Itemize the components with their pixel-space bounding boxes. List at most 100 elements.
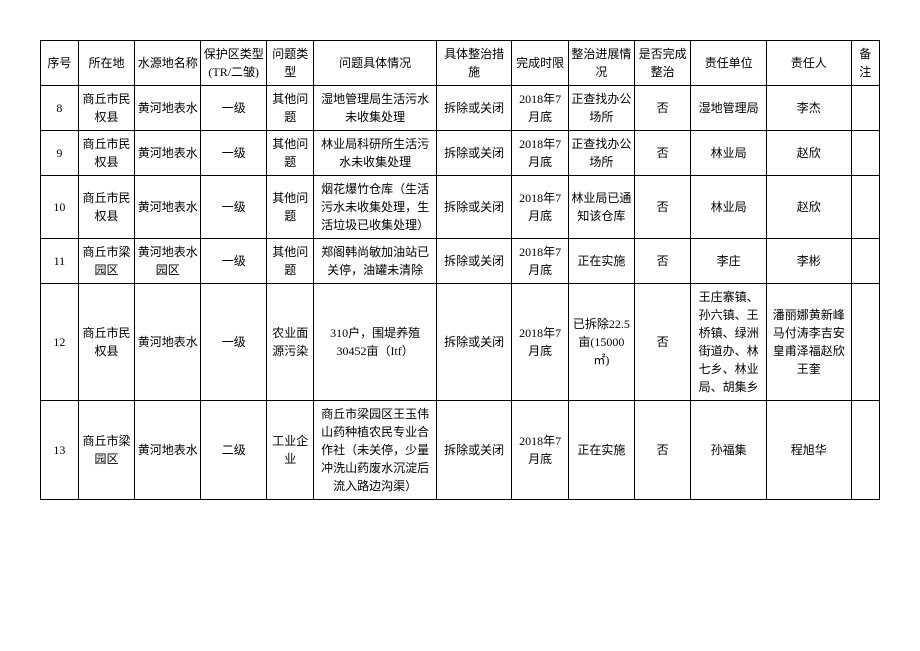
table-body: 8 商丘市民权县 黄河地表水 一级 其他问题 湿地管理局生活污水未收集处理 拆除… <box>41 86 880 500</box>
cell-unit: 孙福集 <box>691 401 766 500</box>
table-row: 8 商丘市民权县 黄河地表水 一级 其他问题 湿地管理局生活污水未收集处理 拆除… <box>41 86 880 131</box>
col-problem-detail: 问题具体情况 <box>314 41 437 86</box>
cell-problem-type: 其他问题 <box>267 239 314 284</box>
table-row: 12 商丘市民权县 黄河地表水 一级 农业面源污染 310户，围堤养殖 3045… <box>41 284 880 401</box>
cell-protect-type: 一级 <box>201 176 267 239</box>
cell-source-name: 黄河地表水 <box>135 284 201 401</box>
cell-person: 赵欣 <box>766 176 851 239</box>
cell-unit: 林业局 <box>691 176 766 239</box>
cell-unit: 李庄 <box>691 239 766 284</box>
cell-unit: 林业局 <box>691 131 766 176</box>
cell-complete: 否 <box>634 176 691 239</box>
cell-protect-type: 一级 <box>201 239 267 284</box>
cell-problem-detail: 湿地管理局生活污水未收集处理 <box>314 86 437 131</box>
col-complete: 是否完成整治 <box>634 41 691 86</box>
cell-deadline: 2018年7月底 <box>512 176 569 239</box>
cell-seq: 10 <box>41 176 79 239</box>
remediation-table: 序号 所在地 水源地名称 保护区类型 (TR/二皱) 问题类型 问题具体情况 具… <box>40 40 880 500</box>
cell-complete: 否 <box>634 401 691 500</box>
cell-note <box>851 284 879 401</box>
cell-person: 潘丽娜黄新峰马付涛李吉安皇甫泽福赵欣王奎 <box>766 284 851 401</box>
col-deadline: 完成时限 <box>512 41 569 86</box>
col-progress: 整治进展情况 <box>568 41 634 86</box>
cell-problem-type: 农业面源污染 <box>267 284 314 401</box>
table-row: 11 商丘市梁园区 黄河地表水园区 一级 其他问题 郑阁韩尚敏加油站已关停，油罐… <box>41 239 880 284</box>
cell-person: 程旭华 <box>766 401 851 500</box>
cell-seq: 11 <box>41 239 79 284</box>
cell-unit: 王庄寨镇、孙六镇、王桥镇、绿洲街道办、林七乡、林业局、胡集乡 <box>691 284 766 401</box>
cell-person: 赵欣 <box>766 131 851 176</box>
cell-problem-type: 其他问题 <box>267 86 314 131</box>
cell-source-name: 黄河地表水园区 <box>135 239 201 284</box>
cell-problem-type: 工业企业 <box>267 401 314 500</box>
cell-problem-type: 其他问题 <box>267 176 314 239</box>
cell-measure: 拆除或关闭 <box>436 176 511 239</box>
cell-protect-type: 一级 <box>201 86 267 131</box>
cell-progress: 已拆除22.5亩(15000㎡) <box>568 284 634 401</box>
cell-measure: 拆除或关闭 <box>436 401 511 500</box>
cell-seq: 9 <box>41 131 79 176</box>
cell-measure: 拆除或关闭 <box>436 86 511 131</box>
cell-deadline: 2018年7月底 <box>512 401 569 500</box>
cell-protect-type: 一级 <box>201 284 267 401</box>
header-row: 序号 所在地 水源地名称 保护区类型 (TR/二皱) 问题类型 问题具体情况 具… <box>41 41 880 86</box>
cell-note <box>851 401 879 500</box>
cell-protect-type: 一级 <box>201 131 267 176</box>
cell-measure: 拆除或关闭 <box>436 284 511 401</box>
cell-progress: 正在实施 <box>568 239 634 284</box>
cell-location: 商丘市民权县 <box>78 86 135 131</box>
cell-note <box>851 176 879 239</box>
col-source-name: 水源地名称 <box>135 41 201 86</box>
cell-note <box>851 86 879 131</box>
cell-note <box>851 239 879 284</box>
cell-deadline: 2018年7月底 <box>512 284 569 401</box>
cell-progress: 正查找办公场所 <box>568 86 634 131</box>
cell-progress: 林业局已通知该仓库 <box>568 176 634 239</box>
cell-source-name: 黄河地表水 <box>135 176 201 239</box>
cell-seq: 12 <box>41 284 79 401</box>
cell-seq: 13 <box>41 401 79 500</box>
col-location: 所在地 <box>78 41 135 86</box>
cell-note <box>851 131 879 176</box>
cell-measure: 拆除或关闭 <box>436 131 511 176</box>
cell-source-name: 黄河地表水 <box>135 401 201 500</box>
cell-problem-type: 其他问题 <box>267 131 314 176</box>
col-unit: 责任单位 <box>691 41 766 86</box>
cell-location: 商丘市民权县 <box>78 284 135 401</box>
col-seq: 序号 <box>41 41 79 86</box>
table-header: 序号 所在地 水源地名称 保护区类型 (TR/二皱) 问题类型 问题具体情况 具… <box>41 41 880 86</box>
table-row: 13 商丘市梁园区 黄河地表水 二级 工业企业 商丘市梁园区王玉伟山药种植农民专… <box>41 401 880 500</box>
cell-problem-detail: 烟花爆竹仓库（生活污水未收集处理，生活垃圾已收集处理） <box>314 176 437 239</box>
col-person: 责任人 <box>766 41 851 86</box>
col-measure: 具体整治措施 <box>436 41 511 86</box>
col-problem-type: 问题类型 <box>267 41 314 86</box>
cell-complete: 否 <box>634 239 691 284</box>
table-row: 10 商丘市民权县 黄河地表水 一级 其他问题 烟花爆竹仓库（生活污水未收集处理… <box>41 176 880 239</box>
cell-person: 李杰 <box>766 86 851 131</box>
col-note: 备注 <box>851 41 879 86</box>
cell-complete: 否 <box>634 86 691 131</box>
cell-deadline: 2018年7月底 <box>512 131 569 176</box>
cell-progress: 正在实施 <box>568 401 634 500</box>
cell-source-name: 黄河地表水 <box>135 86 201 131</box>
cell-deadline: 2018年7月底 <box>512 239 569 284</box>
cell-seq: 8 <box>41 86 79 131</box>
cell-problem-detail: 商丘市梁园区王玉伟山药种植农民专业合作社（未关停，少量冲洗山药废水沉淀后流入路边… <box>314 401 437 500</box>
cell-location: 商丘市梁园区 <box>78 401 135 500</box>
cell-progress: 正查找办公场所 <box>568 131 634 176</box>
cell-unit: 湿地管理局 <box>691 86 766 131</box>
cell-problem-detail: 郑阁韩尚敏加油站已关停，油罐未清除 <box>314 239 437 284</box>
cell-location: 商丘市民权县 <box>78 131 135 176</box>
cell-deadline: 2018年7月底 <box>512 86 569 131</box>
cell-problem-detail: 310户，围堤养殖 30452亩（Itf） <box>314 284 437 401</box>
cell-protect-type: 二级 <box>201 401 267 500</box>
col-protect-type: 保护区类型 (TR/二皱) <box>201 41 267 86</box>
cell-source-name: 黄河地表水 <box>135 131 201 176</box>
cell-location: 商丘市梁园区 <box>78 239 135 284</box>
cell-person: 李彬 <box>766 239 851 284</box>
table-row: 9 商丘市民权县 黄河地表水 一级 其他问题 林业局科研所生活污水未收集处理 拆… <box>41 131 880 176</box>
cell-location: 商丘市民权县 <box>78 176 135 239</box>
cell-complete: 否 <box>634 284 691 401</box>
cell-problem-detail: 林业局科研所生活污水未收集处理 <box>314 131 437 176</box>
cell-measure: 拆除或关闭 <box>436 239 511 284</box>
